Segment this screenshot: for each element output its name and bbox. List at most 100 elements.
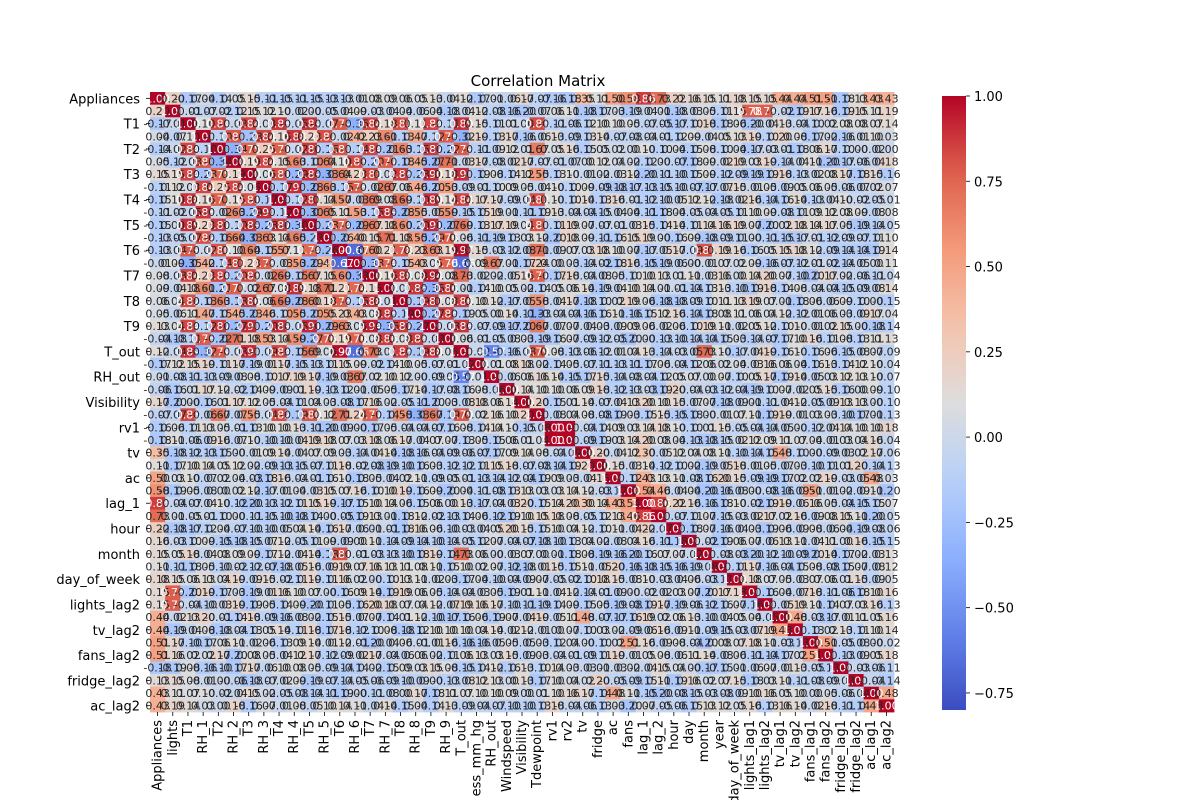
heatmap-cell xyxy=(499,155,515,169)
heatmap-cell xyxy=(696,167,713,181)
y-tick-label: lag_1 xyxy=(105,497,140,512)
heatmap-cell xyxy=(408,180,424,194)
heatmap-cell xyxy=(317,180,333,194)
heatmap-cell xyxy=(635,117,652,131)
heatmap-cell xyxy=(499,92,515,106)
heatmap-cell xyxy=(651,129,667,144)
heatmap-cell xyxy=(256,129,272,144)
heatmap-cell xyxy=(575,104,591,118)
heatmap-cell xyxy=(559,129,576,144)
heatmap-cell xyxy=(863,104,880,118)
heatmap-cell xyxy=(514,92,530,106)
cell-value-label: 0.14 xyxy=(874,282,899,295)
heatmap-cell xyxy=(347,180,363,194)
heatmap-cell xyxy=(772,129,789,144)
heatmap-cell xyxy=(453,117,470,131)
heatmap-cell xyxy=(544,104,561,118)
y-tick-label: T2 xyxy=(123,143,140,158)
heatmap-cell xyxy=(757,104,773,118)
heatmap-cell xyxy=(286,167,303,181)
heatmap-cell xyxy=(787,129,804,144)
cell-value-label: 0.04 xyxy=(874,307,899,320)
heatmap-cell xyxy=(377,142,394,156)
cell-value-label: 0.48 xyxy=(874,687,899,700)
heatmap-cell xyxy=(210,129,227,144)
heatmap-cell xyxy=(332,167,348,181)
y-tick-label: T6 xyxy=(123,244,140,259)
cell-value-label: -0.13 xyxy=(872,409,900,422)
heatmap-cell xyxy=(332,104,348,118)
cell-value-label: 0.03 xyxy=(874,472,899,485)
cell-value-label: 0.13 xyxy=(874,333,899,346)
y-tick-label: fans_lag2 xyxy=(78,649,140,664)
heatmap-cell xyxy=(833,155,849,169)
heatmap-cell xyxy=(590,92,606,106)
heatmap-cell xyxy=(453,155,470,169)
heatmap-cell xyxy=(559,167,576,181)
x-tick-label: tv_lag1 xyxy=(773,720,788,767)
heatmap-cell xyxy=(878,167,895,181)
x-tick-label: ac_lag1 xyxy=(864,720,879,770)
heatmap-cell xyxy=(468,155,485,169)
heatmap-cell xyxy=(818,142,834,156)
heatmap-cell xyxy=(301,92,318,106)
heatmap-grid xyxy=(150,92,895,713)
heatmap-cell xyxy=(818,92,834,106)
heatmap-cell xyxy=(544,142,561,156)
colorbar-tick-label: 0.50 xyxy=(974,261,1003,276)
cell-value-label: -0.13 xyxy=(872,598,900,611)
heatmap-cell xyxy=(150,167,166,181)
cell-value-label: -0.06 xyxy=(872,523,900,536)
heatmap-cell xyxy=(180,129,196,144)
heatmap-cell xyxy=(377,104,394,118)
heatmap-cell xyxy=(241,180,257,194)
heatmap-cell xyxy=(332,142,348,156)
cell-value-label: -0.15 xyxy=(872,295,900,308)
heatmap-cell xyxy=(787,142,804,156)
heatmap-cell xyxy=(468,180,485,194)
x-tick-label: RH_1 xyxy=(196,720,211,754)
heatmap-cell xyxy=(377,155,394,169)
cell-value-label: 0.16 xyxy=(874,611,899,624)
cell-value-label: -0.10 xyxy=(872,383,900,396)
heatmap-cell xyxy=(317,142,333,156)
y-tick-label: rv1 xyxy=(119,421,140,436)
x-tick-label: lag_2 xyxy=(652,720,667,755)
y-tick-label: RH_out xyxy=(93,371,140,386)
heatmap-cell xyxy=(681,117,698,131)
heatmap-cell xyxy=(423,155,439,169)
heatmap-cell xyxy=(317,92,333,106)
heatmap-cell xyxy=(453,92,470,106)
x-tick-label: T7 xyxy=(363,720,378,737)
heatmap-cell xyxy=(271,167,288,181)
heatmap-cell xyxy=(362,129,379,144)
heatmap-cell xyxy=(225,104,242,118)
heatmap-cell xyxy=(711,92,728,106)
heatmap-cell xyxy=(438,129,455,144)
heatmap-cell xyxy=(210,180,227,194)
heatmap-cell xyxy=(408,167,424,181)
heatmap-cell xyxy=(818,129,834,144)
heatmap-cell xyxy=(408,117,424,131)
heatmap-cell xyxy=(423,180,439,194)
x-tick-label: lights_lag1 xyxy=(743,720,758,790)
heatmap-cell xyxy=(392,155,409,169)
heatmap-cell xyxy=(651,167,667,181)
heatmap-cell xyxy=(225,167,242,181)
heatmap-cell xyxy=(271,104,288,118)
heatmap-cell xyxy=(514,129,530,144)
cell-value-label: 0.11 xyxy=(874,257,899,270)
x-tick-label: tv_lag2 xyxy=(788,720,803,767)
heatmap-cell xyxy=(802,167,819,181)
heatmap-cell xyxy=(438,92,455,106)
heatmap-cell xyxy=(711,117,728,131)
heatmap-cell xyxy=(590,167,606,181)
heatmap-cell xyxy=(559,117,576,131)
heatmap-cell xyxy=(544,117,561,131)
cell-value-label: 0.03 xyxy=(874,130,899,143)
heatmap-cell xyxy=(468,167,485,181)
heatmap-cell xyxy=(165,155,181,169)
heatmap-cell xyxy=(180,92,196,106)
x-tick-label: T3 xyxy=(242,720,257,737)
